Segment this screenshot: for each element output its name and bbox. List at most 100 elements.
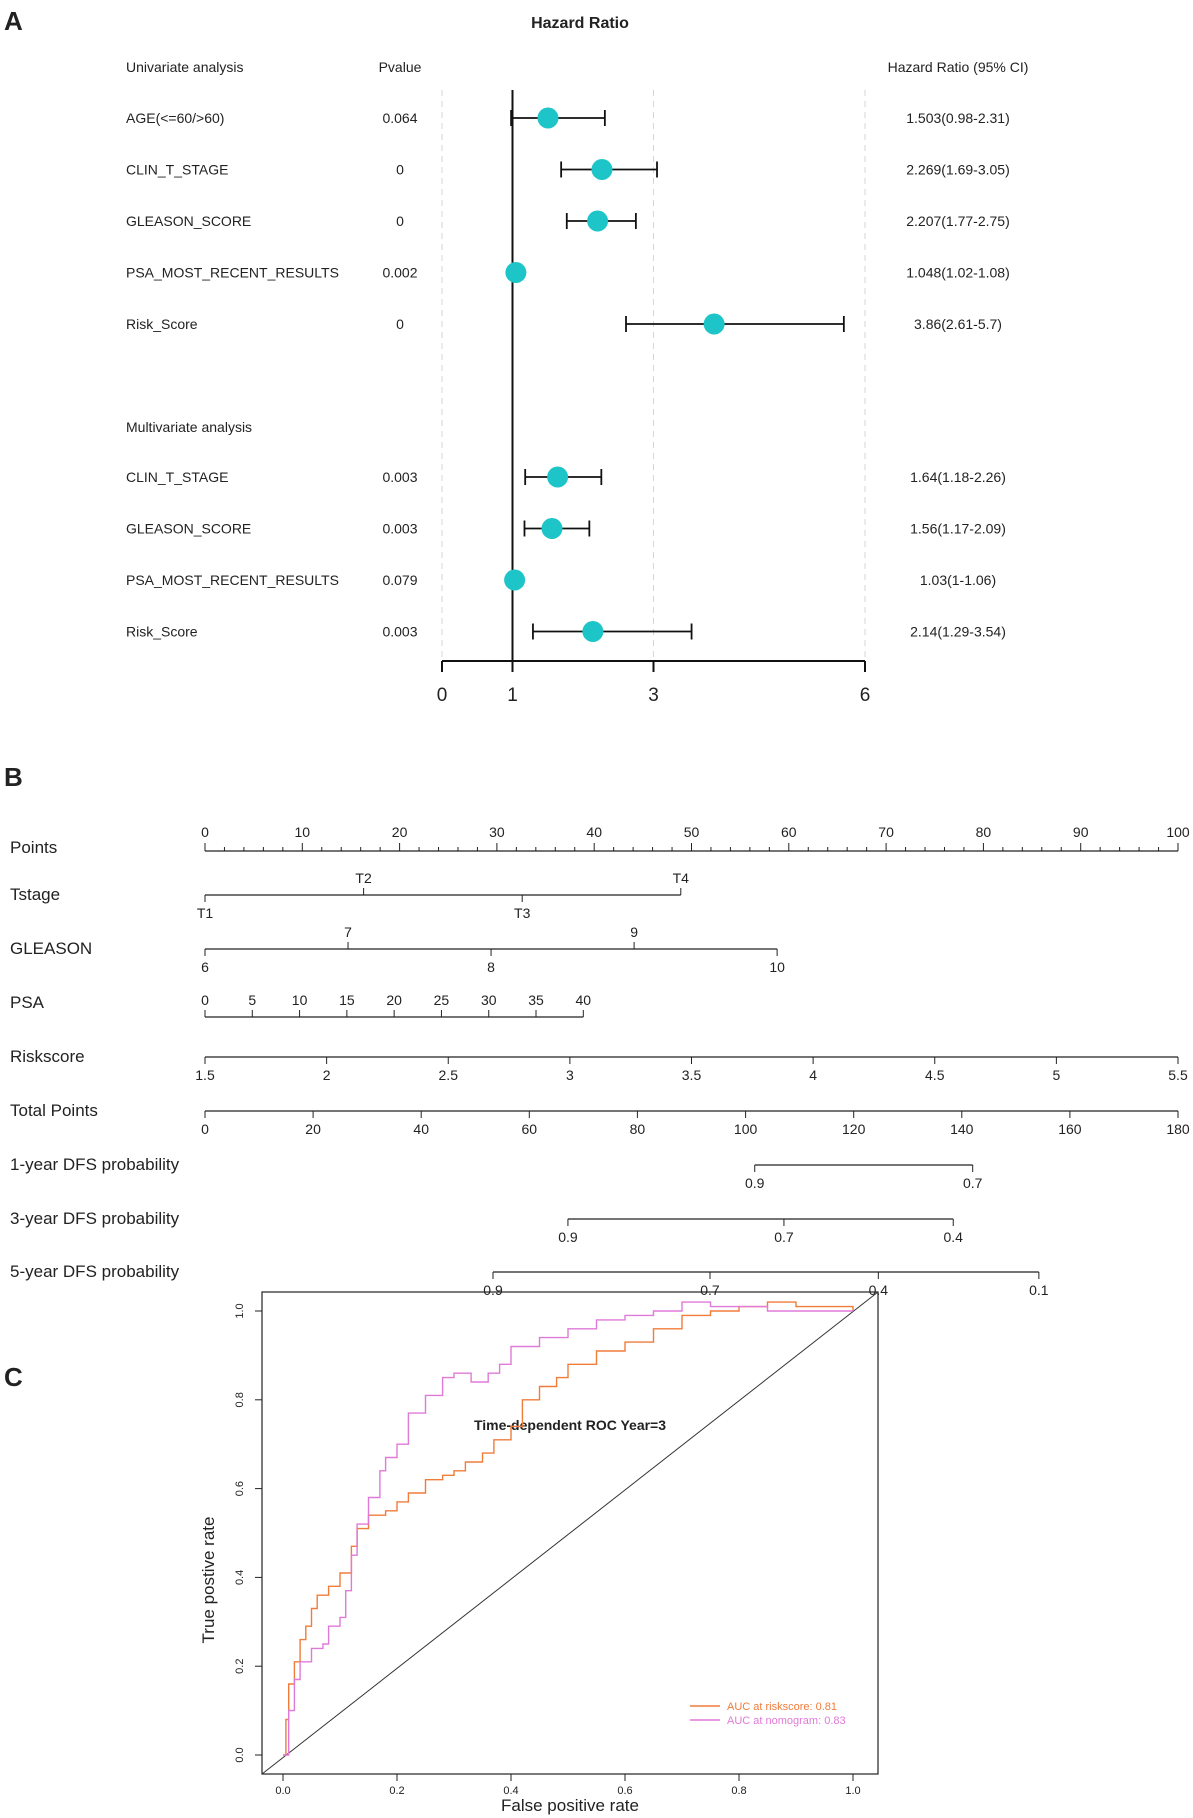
nomogram-tick-label: 80	[630, 1121, 646, 1137]
roc-series-line-0	[283, 1301, 854, 1756]
nomogram-tick-label: 2.5	[439, 1067, 459, 1083]
forest-row-pvalue: 0.079	[382, 572, 417, 588]
nomogram-row-label: 5-year DFS probability	[10, 1262, 180, 1281]
nomogram-tick-label: 10	[295, 824, 311, 840]
roc-y-tick-label: 0.8	[234, 1392, 246, 1407]
forest-row-pvalue: 0.003	[382, 624, 417, 640]
forest-plot: 0 1 3 6 AGE(<=60/>60) 0.064 1.503(0.98-2.31) CL…	[126, 90, 1010, 706]
nomogram-tick-label: 20	[386, 992, 402, 1008]
nomogram-tick-label: 0.7	[700, 1282, 720, 1298]
forest-row-name: Risk_Score	[126, 316, 198, 332]
roc-x-tick-label: 0.8	[731, 1785, 746, 1797]
nomogram-tick-label: 5	[248, 992, 256, 1008]
forest-point	[703, 313, 725, 335]
roc-x-tick-label: 0.0	[275, 1785, 290, 1797]
nomogram-tick-label: 40	[586, 824, 602, 840]
nomogram-tick-label: 40	[413, 1121, 429, 1137]
forest-row-pvalue: 0	[396, 162, 404, 178]
roc-y-tick-label: 0.6	[234, 1481, 246, 1496]
nomogram-tick-label: 60	[781, 824, 797, 840]
roc-y-tick-label: 0.4	[234, 1570, 246, 1585]
forest-row-hr-label: 1.64(1.18-2.26)	[910, 469, 1006, 485]
forest-x-tick-label: 3	[648, 685, 659, 706]
roc-title: Time-dependent ROC Year=3	[474, 1417, 666, 1433]
roc-plot-frame	[261, 1291, 879, 1775]
forest-row-name: AGE(<=60/>60)	[126, 110, 224, 126]
nomogram-tick-label: 80	[976, 824, 992, 840]
nomogram-row-label: Total Points	[10, 1101, 98, 1120]
nomogram-tick-label: 7	[344, 924, 352, 940]
nomogram-tick-label: 140	[950, 1121, 974, 1137]
nomogram-tick-label: 1.5	[195, 1067, 215, 1083]
nomogram-row-label: PSA	[10, 993, 45, 1012]
nomogram-tick-label: 0	[201, 824, 209, 840]
forest-point	[547, 466, 569, 488]
panel-label-a: A	[4, 6, 23, 36]
nomogram-tick-label: T2	[355, 870, 372, 886]
nomogram-tick-label: 9	[630, 924, 638, 940]
nomogram-tick-label: 100	[1166, 824, 1190, 840]
nomogram-row-label: 3-year DFS probability	[10, 1209, 180, 1228]
nomogram-tick-label: 35	[528, 992, 544, 1008]
nomogram-tick-label: 4	[809, 1067, 817, 1083]
forest-row-pvalue: 0.003	[382, 469, 417, 485]
forest-row-hr-label: 1.56(1.17-2.09)	[910, 521, 1006, 537]
forest-row-name: PSA_MOST_RECENT_RESULTS	[126, 572, 339, 588]
nomogram-tick-label: 0.9	[745, 1175, 765, 1191]
forest-row-name: GLEASON_SCORE	[126, 213, 251, 229]
nomogram-tick-label: 50	[684, 824, 700, 840]
nomogram-tick-label: 0.4	[944, 1229, 964, 1245]
forest-row-name: PSA_MOST_RECENT_RESULTS	[126, 265, 339, 281]
forest-title: Hazard Ratio	[531, 15, 629, 32]
forest-x-tick-label: 6	[860, 685, 871, 706]
forest-row-name: Risk_Score	[126, 624, 198, 640]
forest-row-name: CLIN_T_STAGE	[126, 469, 228, 485]
roc-ylabel: True postive rate	[199, 1517, 218, 1644]
forest-row-hr-label: 2.14(1.29-3.54)	[910, 624, 1006, 640]
forest-row-hr-label: 1.048(1.02-1.08)	[906, 265, 1010, 281]
panel-label-c: C	[4, 1362, 23, 1392]
forest-row-pvalue: 0.002	[382, 265, 417, 281]
nomogram-row-label: 1-year DFS probability	[10, 1155, 180, 1174]
nomogram-tick-label: 0.7	[774, 1229, 794, 1245]
roc-y-tick-label: 0.0	[234, 1747, 246, 1762]
roc-chart: 0.0 0.2 0.4 0.6 0.8 1.0 0.0 0.2 0.4 0.6 0.8 1.0 AUC …	[234, 1291, 879, 1797]
forest-header-pvalue: Pvalue	[379, 59, 422, 75]
roc-diagonal	[261, 1291, 879, 1775]
forest-point	[537, 107, 559, 129]
forest-row-hr-label: 1.503(0.98-2.31)	[906, 110, 1010, 126]
nomogram-tick-label: 60	[522, 1121, 538, 1137]
panel-label-b: B	[4, 762, 23, 792]
forest-point	[541, 518, 563, 539]
nomogram-tick-label: 10	[769, 959, 785, 975]
nomogram-tick-label: 8	[487, 959, 495, 975]
nomogram-tick-label: 0.9	[483, 1282, 503, 1298]
forest-x-tick-label: 1	[507, 685, 518, 706]
nomogram-tick-label: 0.9	[558, 1229, 578, 1245]
nomogram-tick-label: T4	[673, 870, 690, 886]
roc-x-tick-label: 0.6	[617, 1785, 632, 1797]
nomogram-tick-label: T1	[197, 905, 214, 921]
forest-row-pvalue: 0.003	[382, 521, 417, 537]
forest-row-name: GLEASON_SCORE	[126, 521, 251, 537]
nomogram-tick-label: 30	[489, 824, 505, 840]
nomogram-tick-label: T3	[514, 905, 531, 921]
forest-point	[591, 159, 613, 180]
nomogram-tick-label: 3	[566, 1067, 574, 1083]
nomogram-tick-label: 0.7	[963, 1175, 983, 1191]
nomogram-row-label: Points	[10, 838, 57, 857]
nomogram-tick-label: 120	[842, 1121, 866, 1137]
nomogram-tick-label: 160	[1058, 1121, 1082, 1137]
nomogram-tick-label: 180	[1166, 1121, 1190, 1137]
nomogram-tick-label: 3.5	[682, 1067, 702, 1083]
roc-y-tick-label: 1.0	[234, 1303, 246, 1318]
nomogram-tick-label: 0.4	[869, 1282, 889, 1298]
roc-legend-label: AUC at riskscore: 0.81	[727, 1701, 837, 1713]
forest-row-hr-label: 2.269(1.69-3.05)	[906, 162, 1010, 178]
forest-header-multivariate: Multivariate analysis	[126, 419, 252, 435]
forest-row-pvalue: 0	[396, 316, 404, 332]
roc-y-tick-label: 0.2	[234, 1659, 246, 1674]
forest-row-pvalue: 0.064	[382, 110, 417, 126]
